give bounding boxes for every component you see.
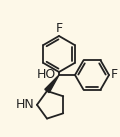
Text: F: F xyxy=(55,22,63,35)
Text: F: F xyxy=(111,68,118,82)
Text: HN: HN xyxy=(16,98,34,111)
Polygon shape xyxy=(45,75,59,93)
Text: HO: HO xyxy=(36,68,55,81)
